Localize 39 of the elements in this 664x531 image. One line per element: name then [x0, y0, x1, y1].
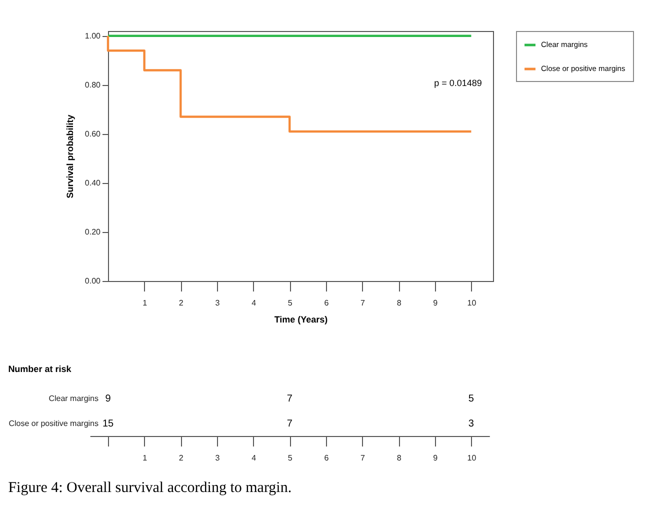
chart-title: Number at risk	[8, 364, 72, 374]
y-tick-label: 1.00	[84, 31, 102, 40]
x-tick-label: 5	[288, 298, 293, 308]
y-tick-label: 0.80	[84, 80, 102, 90]
y-tick-label: 0.60	[84, 129, 102, 138]
y-tick-label: 0.40	[84, 178, 102, 188]
x-tick-label: 10	[467, 298, 477, 308]
x-tick-label: 2	[178, 454, 184, 462]
caption: Figure 4: Overall survival according to margin.	[8, 480, 292, 496]
x-tick-label: 5	[288, 454, 293, 462]
x-tick-label: 1	[142, 298, 148, 308]
annotation: p = 0.01489	[434, 78, 482, 88]
x-tick-label: 7	[360, 454, 366, 462]
data-label: 5	[468, 394, 474, 404]
data-label: 7	[286, 394, 293, 404]
data-label: 7	[286, 418, 293, 430]
x-tick-label: 9	[433, 298, 438, 308]
y-tick-label: Clear margins	[48, 394, 98, 403]
data-label: 3	[468, 418, 474, 430]
y-tick-label: 0.00	[84, 276, 102, 286]
x-tick-label: 4	[252, 454, 257, 462]
data-label: 15	[102, 418, 114, 430]
x-tick-label: 6	[324, 454, 330, 462]
x-tick-label: 2	[178, 298, 184, 308]
x-tick-label: 8	[396, 454, 402, 462]
data-label: 9	[105, 394, 112, 404]
x-tick-label: 3	[215, 298, 220, 308]
x-tick-label: 9	[433, 454, 438, 462]
x-axis-title: Time (Years)	[274, 314, 328, 324]
y-axis-title: Survival probability	[64, 114, 75, 198]
x-tick-label: 7	[360, 298, 366, 308]
y-tick-label: Close or positive margins	[8, 419, 98, 428]
x-tick-label: 8	[396, 298, 402, 308]
x-tick-label: 10	[467, 454, 477, 462]
x-tick-label: 4	[252, 298, 257, 308]
x-tick-label: 3	[215, 454, 220, 462]
x-tick-label: 1	[142, 454, 148, 462]
y-tick-label: 0.20	[84, 227, 102, 236]
x-tick-label: 6	[324, 298, 330, 308]
